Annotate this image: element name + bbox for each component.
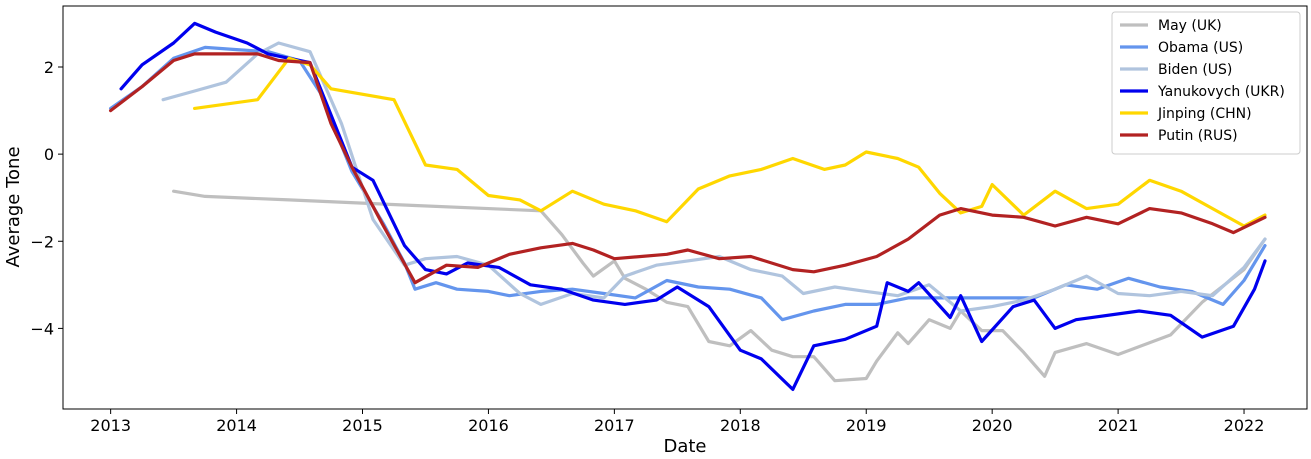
x-tick-label: 2019: [846, 416, 887, 435]
legend-entry: May (UK): [1158, 18, 1222, 34]
x-tick-label: 2022: [1224, 416, 1265, 435]
x-tick-label: 2016: [468, 416, 509, 435]
plot-area-frame: [62, 5, 1308, 410]
series-line-0: [172, 189, 1267, 383]
legend-entry: Obama (US): [1158, 40, 1243, 56]
y-axis: 2 0 −2 −4: [30, 58, 63, 338]
x-tick-label: 2017: [594, 416, 635, 435]
x-tick-label: 2015: [342, 416, 383, 435]
legend-entry: Jinping (CHN): [1157, 106, 1252, 122]
series-line-5: [108, 52, 1267, 285]
y-axis-label: Average Tone: [3, 146, 24, 267]
legend-entry: Putin (RUS): [1158, 128, 1238, 144]
x-tick-label: 2014: [216, 416, 257, 435]
y-tick-label: −2: [30, 232, 54, 251]
series-line-4: [193, 56, 1267, 228]
x-tick-label: 2013: [90, 416, 131, 435]
x-tick-label: 2018: [720, 416, 761, 435]
series-line-2: [161, 41, 1267, 313]
y-tick-label: −4: [30, 319, 54, 338]
legend-box: [1111, 11, 1301, 155]
series-line-1: [108, 45, 1267, 322]
x-tick-label: 2021: [1098, 416, 1139, 435]
legend: May (UK) Obama (US) Biden (US) Yanukovych (…: [1111, 11, 1301, 155]
legend-entry: Biden (US): [1158, 62, 1232, 78]
x-axis-label: Date: [663, 436, 706, 457]
y-tick-label: 0: [44, 145, 54, 164]
x-tick-label: 2020: [972, 416, 1013, 435]
series-lines: [108, 21, 1267, 391]
x-axis: 2013 2014 2015 2016 2017 2018 2019 2020 2021 2022: [90, 409, 1264, 435]
legend-entry: Yanukovych (UKR): [1157, 84, 1285, 100]
y-tick-label: 2: [44, 58, 54, 77]
